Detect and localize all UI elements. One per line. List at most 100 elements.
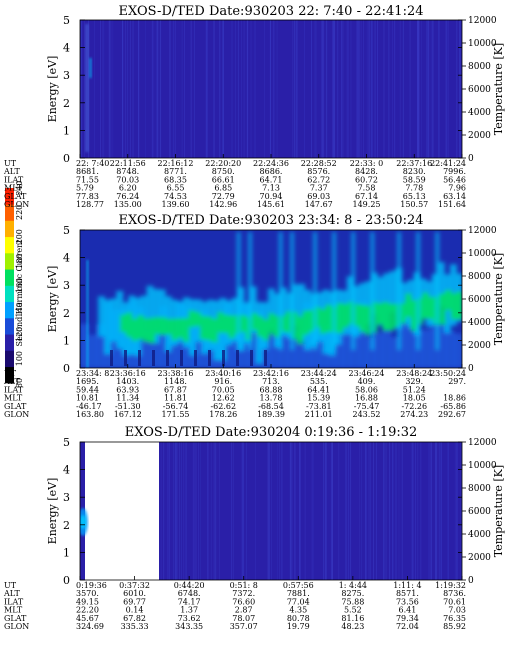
ephemeris-value: -68.54 — [258, 402, 284, 411]
spectrogram-noise-column — [432, 20, 434, 158]
colorbar-block — [5, 366, 14, 384]
spectrogram-noise-column — [460, 20, 462, 158]
colorbar-tick-label: 140 — [15, 302, 24, 317]
spectrogram-noise-column — [219, 20, 221, 158]
spectrogram-cell — [444, 289, 452, 311]
spectrogram-cell — [319, 309, 327, 334]
ephemeris-value: 64.71 — [260, 175, 283, 184]
ephemeris-value: 8771. — [164, 167, 187, 176]
y-right-tick-label: 2000 — [468, 131, 491, 141]
spectrogram-noise-column — [304, 20, 305, 158]
ephemeris-row-label: ALT — [3, 167, 20, 176]
ephemeris-value: 49.15 — [76, 597, 99, 606]
spectrogram-streak — [138, 350, 141, 366]
spectrogram-noise-column — [169, 20, 171, 158]
spectrogram-noise-column — [360, 442, 362, 580]
spectrogram-noise-column — [214, 20, 216, 158]
colorbar-block — [5, 318, 14, 335]
spectrogram-cell — [171, 318, 178, 341]
spectrogram-cell — [116, 290, 124, 349]
spectrogram-noise-column — [84, 20, 85, 158]
spectrogram-noise-column — [421, 20, 422, 158]
spectrogram-noise-column — [345, 442, 347, 580]
spectrogram-noise-column — [348, 442, 350, 580]
spectrogram-cell — [159, 306, 169, 368]
spectrogram-noise-column — [401, 442, 403, 580]
spectrogram-cell — [273, 315, 281, 338]
y-right-tick-label: 0 — [468, 576, 474, 586]
ephemeris-value: 76.35 — [443, 614, 466, 623]
spectrogram-noise-column — [295, 20, 297, 158]
colorbar-block — [5, 301, 14, 319]
spectrogram-cell — [188, 310, 196, 328]
spectrogram-cell — [437, 262, 445, 307]
ephemeris-value: 292.67 — [438, 410, 466, 419]
ephemeris-value: 85.92 — [443, 622, 466, 631]
spectrogram-noise-column — [112, 20, 114, 158]
ephemeris-value: 22:41:24 — [430, 159, 466, 168]
spectrogram-noise-column — [392, 442, 394, 580]
spectrogram-noise-column — [383, 20, 385, 158]
spectrogram-noise-column — [409, 20, 411, 158]
spectrogram-noise-column — [193, 442, 195, 580]
colorbar-ticks: 80 100 120 140 160 180 200 220 240 — [15, 180, 24, 388]
spectrogram-noise-column — [357, 20, 358, 158]
panel-1-plot — [80, 20, 462, 158]
spectrogram-noise-column — [194, 20, 195, 158]
ephemeris-value: 8275. — [341, 589, 364, 598]
spectrogram-cell — [358, 301, 368, 368]
ephemeris-value: 2.87 — [235, 606, 253, 615]
spectrogram-noise-column — [416, 20, 418, 158]
ephemeris-value: 8428. — [355, 167, 378, 176]
spectrogram-noise-column — [399, 20, 401, 158]
spectrogram-noise-column — [436, 442, 438, 580]
spectrogram-noise-column — [200, 442, 201, 580]
ephemeris-row-label: ILAT — [4, 597, 24, 606]
spectrogram-noise-column — [234, 20, 236, 158]
spectrogram-noise-column — [445, 20, 447, 158]
spectrogram-cell — [216, 312, 224, 333]
ephemeris-value: 72.04 — [396, 622, 419, 631]
spectrogram-noise-column — [169, 442, 171, 580]
ephemeris-value: 8576. — [307, 167, 330, 176]
ephemeris-value: 7.13 — [262, 184, 280, 193]
ephemeris-value: 22:28:52 — [301, 159, 337, 168]
spectrogram-cell — [383, 273, 391, 330]
spectrogram-noise-column — [103, 20, 105, 158]
spectrogram-noise-column — [383, 442, 384, 580]
spectrogram-cell — [393, 303, 401, 328]
spectrogram-cell — [251, 312, 258, 331]
spectrogram-cell — [280, 287, 288, 336]
spectrogram-noise-column — [333, 20, 335, 158]
colorbar: Second Harmonic Current 80 100 120 140 160 18… — [5, 180, 24, 388]
spectrogram-noise-column — [173, 442, 175, 580]
spectrogram-noise-column — [185, 442, 187, 580]
spectrogram-noise-column — [196, 442, 197, 580]
spectrogram-noise-column — [332, 442, 333, 580]
spectrogram-noise-column — [190, 20, 192, 158]
spectrogram-noise-column — [291, 442, 292, 580]
spectrogram-noise-column — [99, 20, 101, 158]
colorbar-tick-label: 160 — [15, 278, 24, 293]
ephemeris-value: 8681. — [76, 167, 99, 176]
spectrogram-spike — [236, 232, 241, 350]
ephemeris-value: 7.37 — [310, 184, 328, 193]
spectrogram-noise-column — [126, 20, 128, 158]
spectrogram-noise-column — [459, 20, 461, 158]
ephemeris-value: 68.35 — [164, 175, 187, 184]
ephemeris-value: 0.14 — [126, 606, 144, 615]
y-tick-label: 0 — [63, 152, 70, 165]
spectrogram-cell — [199, 315, 207, 340]
spectrogram-cell — [151, 328, 161, 368]
spectrogram-noise-column — [363, 20, 364, 158]
spectrogram-noise-column — [222, 20, 224, 158]
ephemeris-value: 1:11: 4 — [393, 581, 421, 590]
y-right-tick-label: 2000 — [468, 553, 491, 563]
spectrogram-noise-column — [184, 20, 185, 158]
ephemeris-value: 56.46 — [443, 175, 466, 184]
panel-2-axes: 0 1 2 3 4 5 0 2000 4000 6000 8000 10000 12000 — [63, 224, 497, 375]
spectrogram-noise-column — [132, 20, 134, 158]
spectrogram-noise-column — [371, 20, 372, 158]
spectrogram-noise-column — [184, 442, 186, 580]
